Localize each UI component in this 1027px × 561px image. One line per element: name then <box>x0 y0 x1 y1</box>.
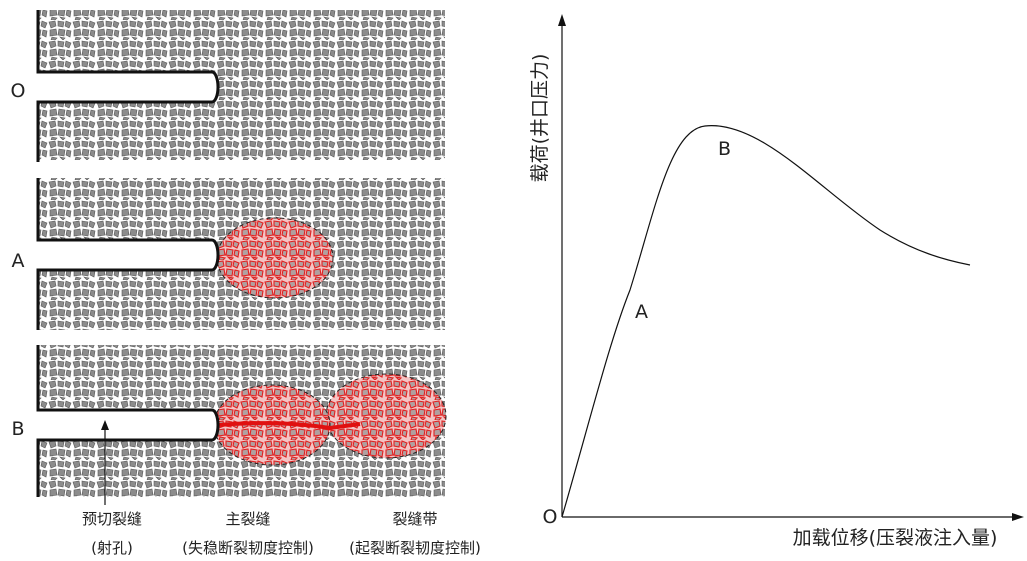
x-axis-label: 加载位移(压裂液注入量) <box>793 527 998 549</box>
curve-plot: O A B 载荷(井口压力) 加载位移(压裂液注入量) <box>529 14 1024 549</box>
y-axis-label: 载荷(井口压力) <box>529 54 551 183</box>
panel-o <box>38 10 445 162</box>
label-note: (起裂断裂韧度控制) <box>349 539 481 557</box>
label-title: 主裂缝 <box>225 510 270 528</box>
origin-label: O <box>543 506 558 528</box>
label-title: 预切裂缝 <box>82 510 142 528</box>
diagram: O A B 预切裂缝 (射孔) 主裂缝 (失稳断裂韧度控制) 裂缝带 (起裂断裂… <box>0 0 1027 557</box>
page: {"panels": [{"label": "O"}, {"label": "A… <box>0 0 1027 561</box>
label-note: (射孔) <box>91 539 133 557</box>
panel-label: O <box>11 80 26 102</box>
label-title: 裂缝带 <box>392 510 437 528</box>
label-note: (失稳断裂韧度控制) <box>182 539 314 557</box>
panel-label: B <box>11 418 24 440</box>
panel-a <box>38 178 445 330</box>
point-label: B <box>718 138 731 160</box>
point-label: A <box>635 301 648 323</box>
load-curve <box>562 126 970 517</box>
panel-b <box>38 345 446 497</box>
panel-label: A <box>12 250 25 272</box>
